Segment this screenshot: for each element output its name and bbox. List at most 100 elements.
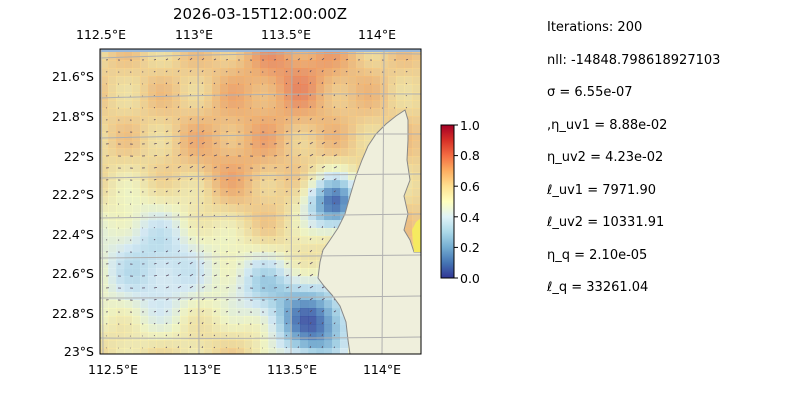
vector-arrow <box>201 58 205 61</box>
heatmap-cell <box>108 60 117 69</box>
heatmap-cell <box>148 132 157 141</box>
heatmap-cell <box>164 228 173 237</box>
heatmap-cell <box>340 76 349 85</box>
heatmap-cell <box>196 180 205 189</box>
heatmap-cell <box>300 276 309 285</box>
vector-arrow <box>345 70 348 73</box>
heatmap-cell <box>324 204 333 213</box>
coastal-pixel-patch <box>412 218 421 252</box>
heatmap-cell <box>308 116 317 125</box>
vector-arrow <box>321 57 325 61</box>
heatmap-cell <box>244 236 253 245</box>
vector-arrow <box>333 70 336 73</box>
heatmap-cell <box>164 316 173 325</box>
heatmap-cell <box>236 84 245 93</box>
lat-tick: 22.4°S <box>52 227 94 242</box>
heatmap-cell <box>172 52 181 61</box>
heatmap-cell <box>148 180 157 189</box>
heatmap-cell <box>180 276 189 285</box>
heatmap-cell <box>340 316 349 325</box>
heatmap-cell <box>372 68 381 77</box>
heatmap-cell <box>348 68 357 77</box>
heatmap-cell <box>236 156 245 165</box>
vector-arrow <box>285 322 288 325</box>
heatmap-cell <box>204 236 213 245</box>
vector-arrow <box>153 215 155 217</box>
heatmap-cell <box>100 204 109 213</box>
heatmap-cell <box>284 108 293 117</box>
heatmap-cell <box>148 108 157 117</box>
heatmap-cell <box>308 300 317 309</box>
vector-arrow <box>153 107 156 109</box>
heatmap-cell <box>220 60 229 69</box>
heatmap-cell <box>140 300 149 309</box>
vector-arrow <box>165 346 167 349</box>
heatmap-cell <box>284 348 293 354</box>
heatmap-cell <box>316 100 325 109</box>
vector-arrow <box>153 95 155 97</box>
heatmap-cell <box>364 124 373 133</box>
vector-arrow <box>285 226 288 229</box>
vector-arrow <box>189 214 192 217</box>
heatmap-cell <box>316 212 325 221</box>
heatmap-cell <box>316 108 325 117</box>
heatmap-cell <box>300 196 309 205</box>
heatmap-cell <box>124 76 133 85</box>
heatmap-cell <box>276 156 285 165</box>
heatmap-cell <box>300 300 309 309</box>
heatmap-cell <box>140 276 149 285</box>
vector-arrow <box>309 141 313 145</box>
heatmap-cell <box>148 212 157 221</box>
heatmap-cell <box>108 292 117 301</box>
vector-arrow <box>153 298 157 301</box>
heatmap-cell <box>228 148 237 157</box>
heatmap-cell <box>116 124 125 133</box>
heatmap-cell <box>340 92 349 101</box>
heatmap-cell <box>284 340 293 349</box>
vector-arrow <box>333 346 335 349</box>
heatmap-cell <box>324 84 333 93</box>
vector-arrow <box>213 250 217 253</box>
heatmap-cell <box>108 268 117 277</box>
map-frame <box>99 48 422 355</box>
vector-arrow <box>297 166 302 169</box>
vector-arrow <box>213 106 216 109</box>
heatmap-cell <box>196 220 205 229</box>
vector-arrow <box>297 310 301 313</box>
heatmap-cell <box>340 140 349 149</box>
heatmap-cell <box>156 228 165 237</box>
heatmap-cell <box>348 156 357 165</box>
heatmap-cell <box>196 244 205 253</box>
heatmap-cell <box>300 236 309 245</box>
heatmap-cell <box>300 92 309 101</box>
heatmap-cell <box>252 156 261 165</box>
heatmap-cell <box>188 92 197 101</box>
heatmap-cell <box>100 172 109 181</box>
heatmap-cell <box>364 140 373 149</box>
vector-arrow <box>189 321 192 325</box>
heatmap-cell <box>132 84 141 93</box>
heatmap-cell <box>140 124 149 133</box>
heatmap-cell <box>180 140 189 149</box>
stat-ell-uv2: ℓ_uv2 = 10331.91 <box>547 215 665 230</box>
heatmap-cell <box>196 340 205 349</box>
vector-arrow <box>297 286 302 289</box>
vector-arrow <box>189 69 192 73</box>
heatmap-cell <box>300 324 309 333</box>
vector-arrow <box>165 298 169 301</box>
heatmap-cell <box>252 76 261 85</box>
heatmap-cell <box>236 148 245 157</box>
vector-arrow <box>153 250 156 253</box>
heatmap-cell <box>212 60 221 69</box>
heatmap-cell <box>284 124 293 133</box>
heatmap-cell <box>380 100 389 109</box>
heatmap-cell <box>260 340 269 349</box>
vector-arrow <box>201 226 204 229</box>
vector-arrow <box>213 178 217 181</box>
vector-arrow <box>165 262 169 265</box>
heatmap-cell <box>196 228 205 237</box>
stat-iterations: Iterations: 200 <box>547 20 643 35</box>
heatmap-cell <box>332 68 341 77</box>
heatmap-cell <box>276 292 285 301</box>
heatmap-cell <box>284 244 293 253</box>
